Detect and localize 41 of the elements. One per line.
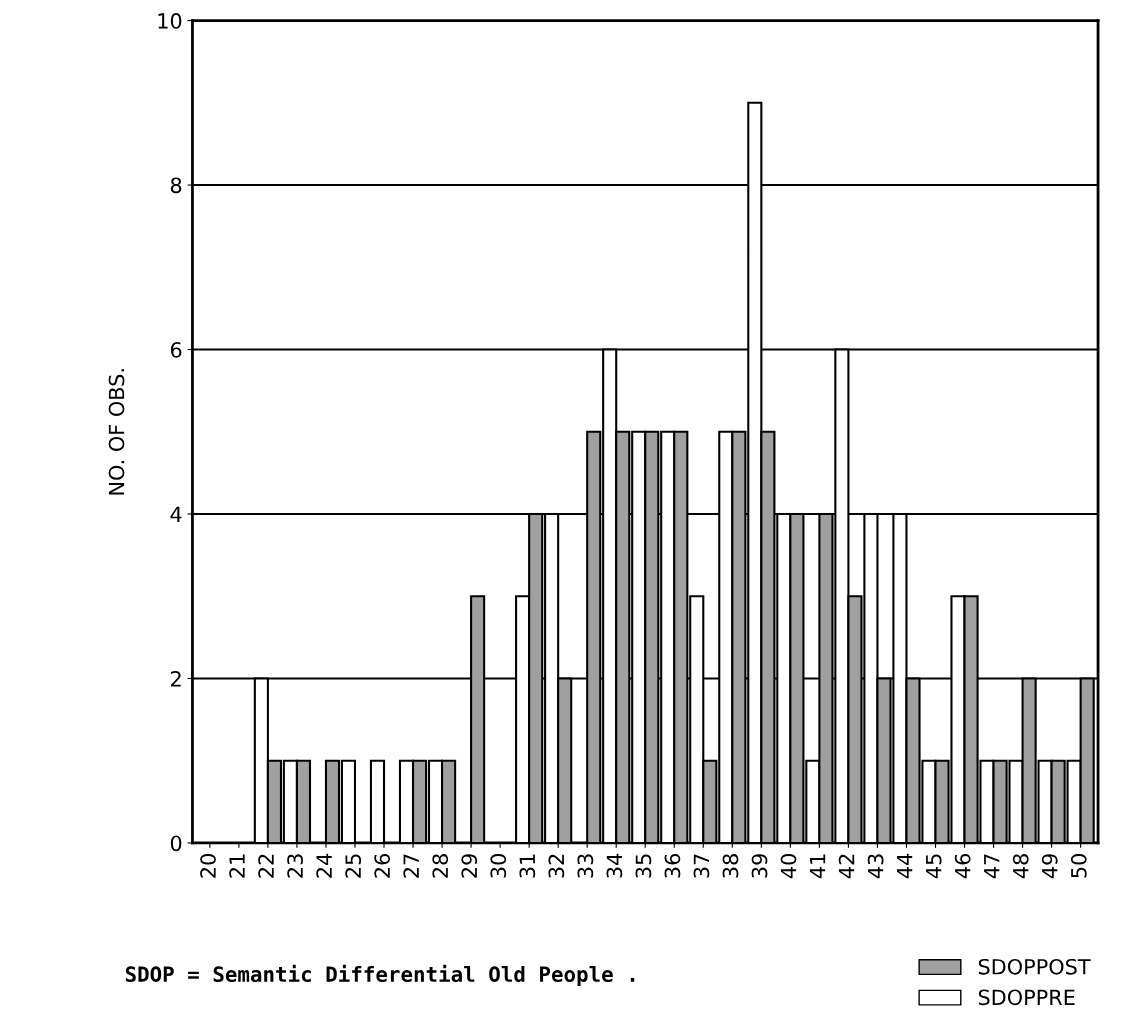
x-tick-label: 50 [1070,854,1087,878]
x-tick-label: 45 [926,854,942,879]
legend-label: SDOPPRE [978,989,1075,1006]
text: SDOP = Semantic Differential Old People . [125,964,635,987]
x-tick-label: 47 [984,854,1000,879]
x-tick-label: 22 [258,854,274,878]
x-tick-label: 40 [780,854,797,879]
x-tick-label: 29 [461,854,478,878]
x-tick-label: 46 [954,853,971,879]
y-tick-label: 10 [158,13,182,29]
y-tick-label: 2 [170,670,181,687]
x-tick-label: 28 [432,854,449,878]
x-tick-label: 44 [897,853,913,879]
x-tick-label: 34 [606,853,623,878]
x-tick-label: 21 [229,854,245,878]
x-tick-label: 27 [403,854,419,878]
x-tick-label: 31 [519,854,536,878]
y-tick-label: 8 [170,177,182,194]
y-tick-label: 0 [170,835,182,852]
x-tick-label: 32 [548,854,565,878]
x-tick-label: 39 [751,854,768,878]
x-tick-label: 42 [838,854,855,879]
y-tick-label: 6 [170,341,182,358]
x-tick-label: 37 [693,854,710,878]
x-tick-label: 36 [664,853,681,878]
x-tick-label: 24 [316,853,332,878]
x-tick-label: 49 [1041,854,1058,879]
x-tick-label: 23 [287,854,303,878]
y-tick-label: 4 [170,506,182,522]
x-tick-label: 26 [374,853,391,878]
x-tick-label: 33 [577,854,594,878]
x-tick-label: 20 [200,854,216,878]
x-tick-label: 35 [635,854,652,878]
y-axis-title: NO. OF OBS. [108,369,125,495]
x-tick-label: 25 [345,854,362,878]
legend-label: SDOPPOST [978,958,1091,975]
x-tick-label: 30 [490,854,507,878]
x-tick-label: 43 [867,854,884,879]
x-tick-label: 41 [809,854,826,879]
x-tick-label: 48 [1012,854,1029,879]
x-tick-label: 38 [722,854,739,878]
